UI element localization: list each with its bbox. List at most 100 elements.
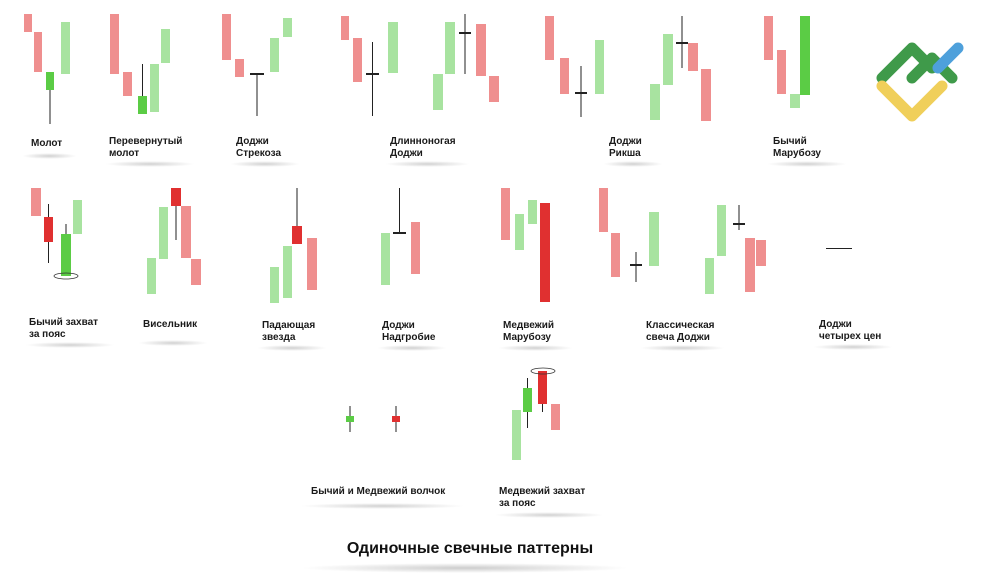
bearish-marubozu-candle-body <box>528 200 537 224</box>
bearish-marubozu-candle-body <box>540 203 550 302</box>
classic-doji-candle-body <box>733 223 745 225</box>
bullish-belt-hold-highlight-ellipse <box>53 272 79 280</box>
rickshaw-doji-candle-body <box>676 42 688 44</box>
label-shadow <box>257 345 327 351</box>
dragonfly-doji-candle-body <box>222 14 231 60</box>
pattern-label-hanging-man: Висельник <box>143 319 198 330</box>
long-legged-doji-candle-body <box>476 24 486 76</box>
label-shadow <box>22 153 77 159</box>
bullish-marubozu-candle-body <box>777 50 786 94</box>
page-title: Одиночные свечные паттерны <box>346 540 594 557</box>
inverted-hammer-candle-body <box>138 96 147 114</box>
bearish-marubozu-candle-body <box>515 214 524 250</box>
classic-doji-candle-body <box>756 240 766 266</box>
spinning-tops-candle-body <box>346 416 354 422</box>
rickshaw-doji-candle-body <box>575 92 587 94</box>
long-legged-doji-candle-body <box>489 76 499 102</box>
long-legged-doji-candle-body <box>388 22 398 73</box>
bullish-marubozu-candle-body <box>790 94 800 108</box>
label-shadow <box>813 344 893 350</box>
bullish-belt-hold-candle-body <box>44 217 53 242</box>
pattern-label-four-price-doji: Доджи четырех цен <box>819 319 882 342</box>
pattern-label-hammer: Молот <box>31 138 63 149</box>
bearish-belt-hold-candle-body <box>512 410 521 460</box>
pattern-label-long-legged-doji: Длинноногая Доджи <box>390 136 456 159</box>
hanging-man-candle-body <box>147 258 156 294</box>
pattern-label-bearish-belt-hold: Медвежий захват за пояс <box>499 486 586 509</box>
pattern-label-gravestone-doji: Доджи Надгробие <box>382 320 436 343</box>
label-shadow <box>25 342 115 348</box>
bearish-belt-hold-candle-body <box>551 404 560 430</box>
fx-logo-icon <box>876 42 964 122</box>
classic-doji-candle-body <box>705 258 714 294</box>
classic-doji-candle-body <box>745 238 755 292</box>
dragonfly-doji-candle-body <box>283 18 292 37</box>
hammer-candle-body <box>24 14 32 32</box>
classic-doji-candle-body <box>630 264 642 266</box>
bearish-marubozu-candle-body <box>501 188 510 240</box>
shooting-star-candle-body <box>283 246 292 298</box>
label-shadow <box>494 512 604 518</box>
label-shadow <box>105 161 195 167</box>
rickshaw-doji-candle-body <box>701 69 711 121</box>
classic-doji-candle-body <box>599 188 608 232</box>
inverted-hammer-candle-body <box>123 72 132 96</box>
pattern-label-rickshaw-doji: Доджи Рикша <box>609 136 642 159</box>
rickshaw-doji-candle-body <box>688 43 698 71</box>
pattern-label-dragonfly-doji: Доджи Стрекоза <box>236 136 282 159</box>
bearish-belt-hold-candle-body <box>538 371 547 404</box>
label-shadow <box>385 161 470 167</box>
classic-doji-candle-body <box>717 205 726 256</box>
pattern-label-inverted-hammer: Перевернутый молот <box>109 136 183 159</box>
pattern-label-shooting-star: Падающая звезда <box>262 320 316 343</box>
bullish-belt-hold-candle-body <box>31 188 41 216</box>
rickshaw-doji-candle-body <box>545 16 554 60</box>
classic-doji-candle-body <box>649 212 659 266</box>
long-legged-doji-candle-body <box>366 73 379 75</box>
hammer-candle-body <box>61 22 70 74</box>
dragonfly-doji-candle-body <box>250 73 264 75</box>
inverted-hammer-candle-body <box>150 64 159 112</box>
bullish-marubozu-candle-body <box>800 16 810 95</box>
label-shadow <box>603 161 663 167</box>
pattern-label-bullish-belt-hold: Бычий захват за пояс <box>29 317 99 340</box>
hanging-man-candle-body <box>191 259 201 285</box>
rickshaw-doji-candle-body <box>663 34 673 85</box>
shooting-star-candle-body <box>307 238 317 290</box>
long-legged-doji-candle-body <box>353 38 362 82</box>
long-legged-doji-candle-body <box>459 32 471 34</box>
bearish-belt-hold-highlight-ellipse <box>530 367 556 375</box>
rickshaw-doji-candle-body <box>595 40 604 94</box>
spinning-tops-candle-body <box>392 416 400 422</box>
bullish-marubozu-candle-body <box>764 16 773 60</box>
gravestone-doji-candle-body <box>393 232 406 234</box>
bearish-belt-hold-candle-body <box>523 388 532 412</box>
hanging-man-candle-body <box>171 188 181 206</box>
inverted-hammer-candle-body <box>110 14 119 74</box>
label-shadow <box>138 340 208 346</box>
pattern-label-bearish-marubozu: Медвежий Марубозу <box>503 320 555 343</box>
gravestone-doji-candle-body <box>411 222 420 274</box>
pattern-label-classic-doji: Классическая свеча Доджи <box>646 320 715 343</box>
long-legged-doji-candle-body <box>445 22 455 74</box>
label-shadow <box>300 503 465 509</box>
label-shadow <box>767 161 847 167</box>
pattern-label-spinning-tops: Бычий и Медвежий волчок <box>311 486 446 497</box>
shooting-star-candle-body <box>270 267 279 303</box>
hanging-man-candle-body <box>159 207 168 259</box>
hammer-candle-body <box>46 72 54 90</box>
bullish-belt-hold-candle-body <box>61 234 71 276</box>
gravestone-doji-candle-body <box>381 233 390 285</box>
title-shadow <box>300 563 630 573</box>
label-shadow <box>377 345 447 351</box>
rickshaw-doji-candle-body <box>650 84 660 120</box>
label-shadow <box>640 345 725 351</box>
shooting-star-candle-body <box>292 226 302 244</box>
label-shadow <box>498 345 573 351</box>
dragonfly-doji-candle-body <box>270 38 279 72</box>
hanging-man-candle-body <box>181 206 191 258</box>
bullish-belt-hold-candle-body <box>73 200 82 234</box>
long-legged-doji-candle-body <box>433 74 443 110</box>
